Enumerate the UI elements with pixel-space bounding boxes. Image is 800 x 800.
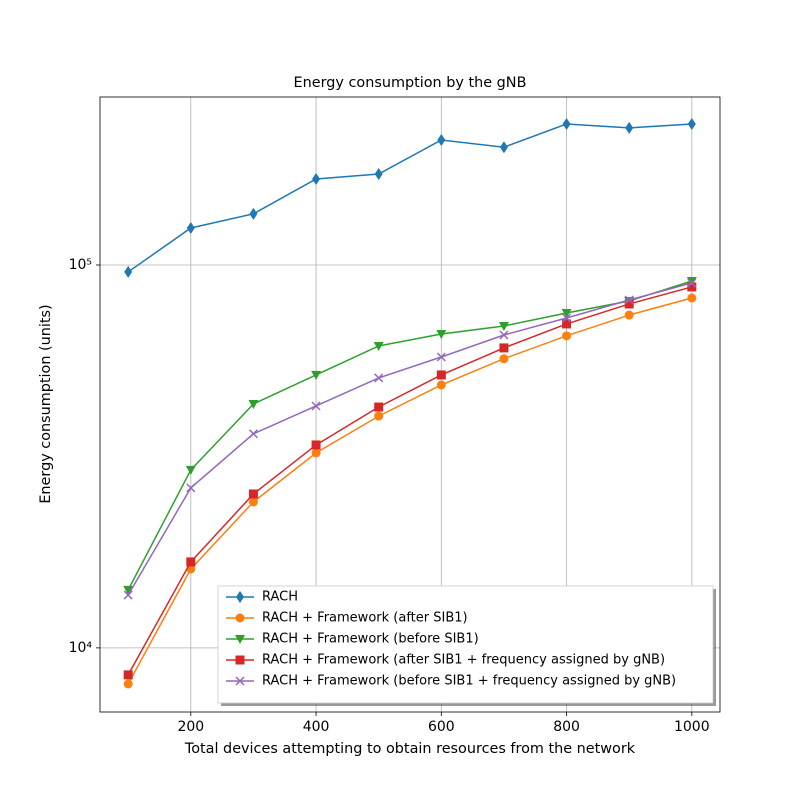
- y-tick-label: 10⁵: [69, 257, 92, 273]
- chart-title: Energy consumption by the gNB: [294, 75, 527, 91]
- marker: [687, 117, 696, 130]
- marker: [436, 370, 446, 380]
- marker: [311, 448, 321, 458]
- marker: [311, 401, 321, 411]
- x-tick-label: 1000: [674, 719, 710, 735]
- marker: [625, 121, 634, 134]
- marker: [186, 483, 196, 493]
- marker: [687, 278, 697, 288]
- legend-label: RACH + Framework (after SIB1): [262, 611, 468, 626]
- x-tick-label: 400: [303, 719, 330, 735]
- x-axis-label: Total devices attempting to obtain resou…: [184, 741, 636, 757]
- series-line: [127, 286, 693, 676]
- marker: [123, 590, 133, 600]
- legend-box: [217, 585, 714, 704]
- marker: [562, 331, 572, 341]
- series-line: [127, 123, 692, 273]
- marker: [123, 670, 133, 680]
- marker: [374, 168, 383, 181]
- marker: [624, 295, 634, 305]
- marker: [373, 341, 384, 351]
- marker: [249, 207, 258, 220]
- marker: [374, 373, 384, 383]
- marker: [374, 402, 384, 412]
- legend-marker: [236, 591, 244, 603]
- marker: [624, 310, 634, 320]
- marker: [499, 354, 509, 364]
- marker: [311, 440, 321, 450]
- marker: [186, 222, 195, 235]
- marker: [436, 352, 446, 362]
- marker: [687, 293, 697, 303]
- series-line: [127, 297, 693, 685]
- legend-label: RACH + Framework (before SIB1): [262, 632, 479, 647]
- y-axis-label: Energy consumption (units): [38, 304, 54, 503]
- marker: [498, 322, 509, 332]
- marker: [123, 679, 133, 689]
- marker: [248, 399, 259, 409]
- x-tick-label: 800: [553, 719, 580, 735]
- legend-label: RACH + Framework (after SIB1 + frequency…: [262, 653, 665, 668]
- marker: [312, 173, 321, 186]
- y-tick-label: 10⁴: [69, 640, 93, 656]
- marker: [562, 117, 571, 130]
- legend-marker: [235, 613, 245, 623]
- marker: [499, 343, 509, 353]
- marker: [248, 497, 258, 507]
- legend-marker: [235, 655, 245, 665]
- marker: [374, 411, 384, 421]
- plot-frame: [99, 96, 721, 713]
- series-line: [127, 282, 693, 596]
- series-line: [127, 280, 693, 591]
- marker: [123, 585, 134, 595]
- marker: [562, 319, 572, 329]
- marker: [499, 330, 509, 340]
- x-tick-label: 600: [428, 719, 455, 735]
- marker: [436, 329, 447, 339]
- marker: [124, 265, 133, 278]
- marker: [499, 141, 508, 154]
- marker: [687, 282, 697, 292]
- marker: [624, 299, 634, 309]
- marker: [561, 308, 572, 318]
- marker: [248, 489, 258, 499]
- marker: [311, 370, 322, 380]
- x-tick-label: 200: [177, 719, 204, 735]
- marker: [437, 134, 446, 147]
- legend-label: RACH: [262, 590, 298, 605]
- legend-label: RACH + Framework (before SIB1 + frequenc…: [262, 674, 676, 689]
- marker: [562, 313, 572, 323]
- marker: [248, 429, 258, 439]
- marker: [186, 557, 196, 567]
- marker: [185, 465, 196, 475]
- marker: [686, 277, 697, 287]
- legend-marker: [235, 676, 245, 686]
- legend-marker: [235, 635, 245, 644]
- marker: [436, 380, 446, 390]
